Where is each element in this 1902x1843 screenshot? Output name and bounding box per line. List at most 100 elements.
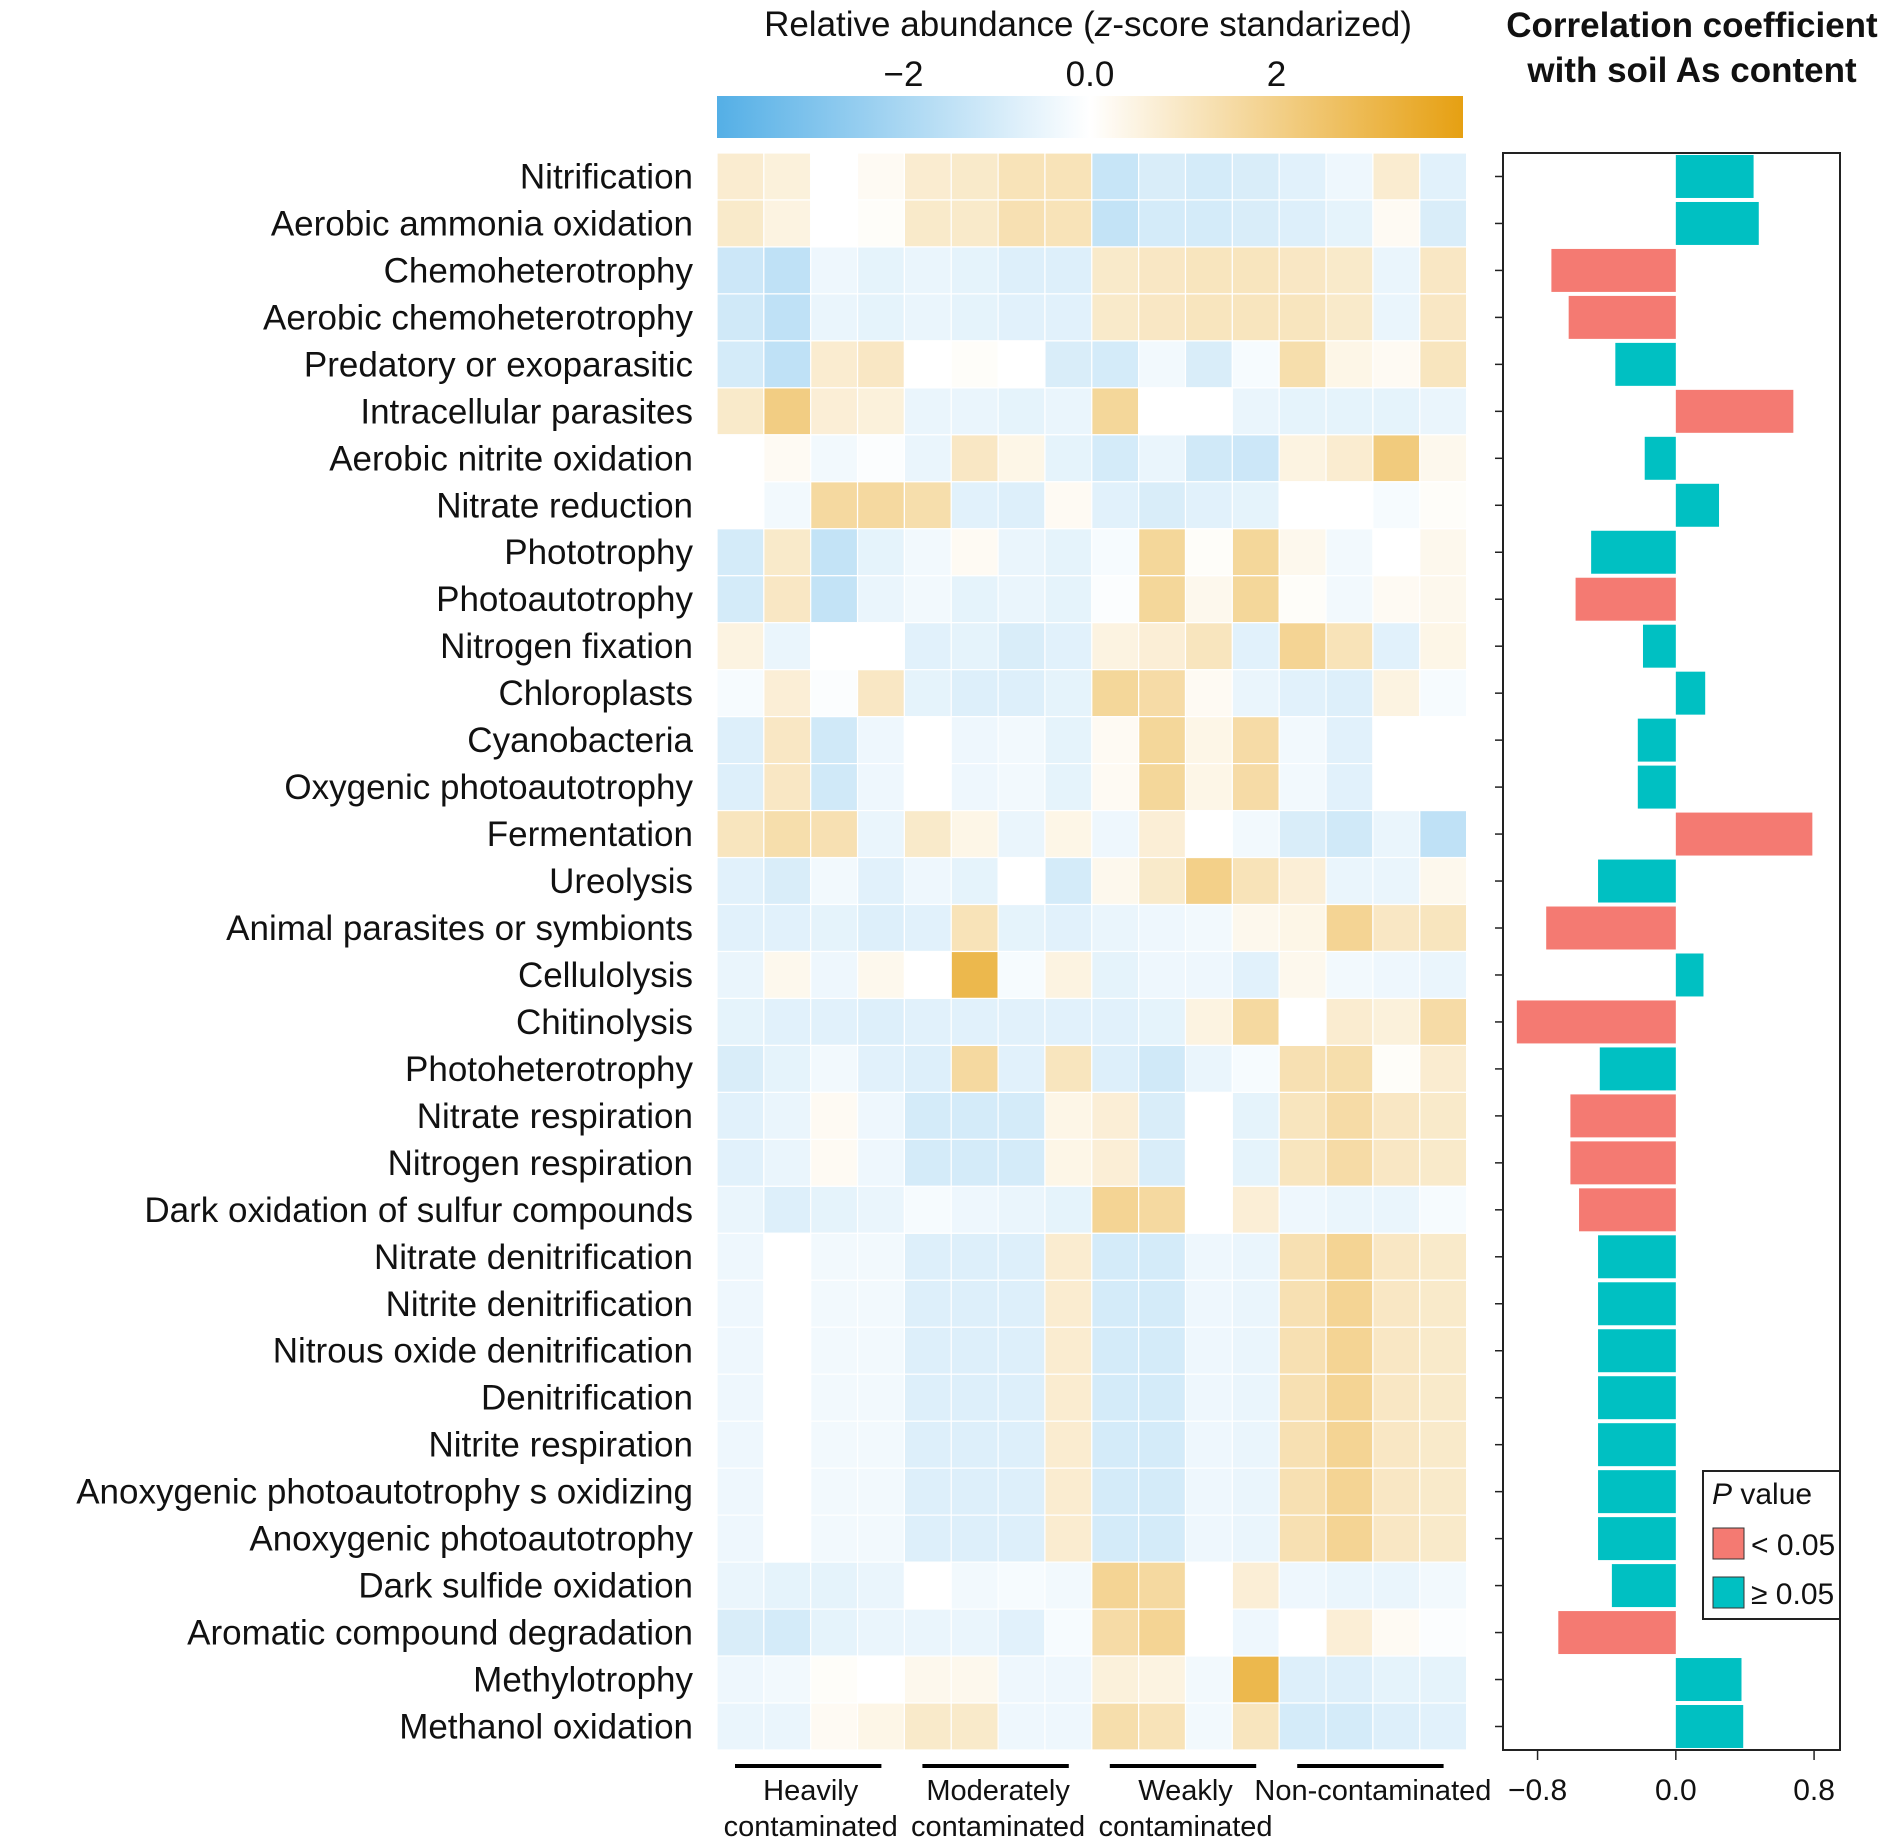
heatmap-cell <box>1138 763 1187 812</box>
heatmap-cell <box>950 340 999 389</box>
heatmap-cell <box>1372 903 1421 953</box>
heatmap-cell <box>903 1279 952 1328</box>
heatmap-cell <box>1278 856 1327 906</box>
heatmap-cell <box>1231 293 1280 342</box>
row-label: Nitrification <box>520 157 693 196</box>
heatmap-cell <box>1184 199 1233 248</box>
heatmap-cell <box>763 152 812 201</box>
heatmap-cell <box>903 1091 952 1140</box>
heatmap-cell <box>950 481 999 530</box>
heatmap-cell <box>856 199 905 248</box>
heatmap-cell <box>997 1185 1046 1234</box>
heatmap-cell <box>997 575 1046 624</box>
heatmap-cell <box>763 1326 812 1375</box>
heatmap-cell <box>1091 950 1140 1000</box>
correlation-bar <box>1675 155 1754 198</box>
group-label: contaminated <box>911 1811 1085 1843</box>
heatmap-cell <box>1419 1373 1468 1422</box>
heatmap-cell <box>1231 1702 1280 1751</box>
heatmap-cell <box>810 809 859 859</box>
heatmap-cell <box>1044 950 1093 1000</box>
heatmap-cell <box>1091 528 1140 577</box>
heatmap-cell <box>1231 1185 1280 1234</box>
correlation-bar <box>1637 718 1676 762</box>
heatmap-cell <box>1372 340 1421 389</box>
heatmap-cell <box>763 809 812 859</box>
heatmap-cell <box>1231 809 1280 859</box>
heatmap-cell <box>1419 152 1468 201</box>
heatmap-cell <box>1184 763 1233 812</box>
heatmap-cell <box>997 716 1046 765</box>
heatmap-cell <box>810 387 859 436</box>
correlation-bar <box>1598 1282 1676 1326</box>
heatmap-cell <box>1091 293 1140 342</box>
heatmap-cell <box>1325 340 1374 389</box>
heatmap-cell <box>1231 1420 1280 1469</box>
heatmap-cell <box>903 1702 952 1751</box>
heatmap-cell <box>1278 1326 1327 1375</box>
heatmap-cell <box>1138 1561 1187 1610</box>
heatmap-row-labels: Nitrification Aerobic ammonia oxidation Ch… <box>76 157 693 1746</box>
correlation-bar <box>1598 1235 1676 1279</box>
heatmap-cell <box>903 716 952 765</box>
heatmap-cell <box>1231 1467 1280 1516</box>
heatmap-cell <box>1325 1232 1374 1281</box>
heatmap-cell <box>1184 1091 1233 1140</box>
heatmap-cell <box>1325 434 1374 483</box>
correlation-y-ticks <box>1495 175 1503 1728</box>
heatmap-cell <box>950 1326 999 1375</box>
heatmap-cell <box>903 199 952 248</box>
heatmap-cell <box>1044 1702 1093 1751</box>
heatmap-cell <box>1091 903 1140 953</box>
heatmap-cell <box>716 1091 765 1140</box>
colorbar-ticks: −2 0.0 2 <box>884 55 1286 138</box>
heatmap-cell <box>1091 1091 1140 1140</box>
heatmap-cell <box>1091 575 1140 624</box>
heatmap-cell <box>1278 293 1327 342</box>
heatmap-cell <box>716 1373 765 1422</box>
heatmap-cell <box>810 622 859 671</box>
heatmap-cell <box>1231 387 1280 436</box>
heatmap-cell <box>1091 1326 1140 1375</box>
pvalue-legend-title: P value <box>1712 1478 1812 1511</box>
heatmap-cell <box>950 622 999 671</box>
heatmap-cell <box>810 1702 859 1751</box>
heatmap-cell <box>1419 809 1468 859</box>
heatmap-cell <box>810 1514 859 1563</box>
heatmap-cell <box>1372 575 1421 624</box>
heatmap-cell <box>1044 622 1093 671</box>
correlation-bar <box>1570 1141 1676 1185</box>
heatmap-cell <box>1138 246 1187 295</box>
heatmap-cell <box>1325 809 1374 859</box>
heatmap-cell <box>716 763 765 812</box>
correlation-bar <box>1599 1047 1676 1091</box>
heatmap-cell <box>997 1091 1046 1140</box>
heatmap-cell <box>1091 622 1140 671</box>
heatmap-cell <box>1419 528 1468 577</box>
heatmap-cell <box>950 716 999 765</box>
row-label: Fermentation <box>487 815 693 854</box>
heatmap-cell <box>1325 1608 1374 1657</box>
heatmap-cell <box>1091 763 1140 812</box>
heatmap-cell <box>950 1091 999 1140</box>
heatmap-cell <box>1419 1514 1468 1563</box>
heatmap-cell <box>1138 1608 1187 1657</box>
heatmap-cell <box>1325 293 1374 342</box>
heatmap-cell <box>810 1561 859 1610</box>
heatmap-cell <box>1419 1091 1468 1140</box>
heatmap-cell <box>997 1608 1046 1657</box>
heatmap-cell <box>1419 1420 1468 1469</box>
heatmap-cell <box>950 763 999 812</box>
heatmap-cell <box>763 1608 812 1657</box>
heatmap-cell <box>810 716 859 765</box>
heatmap-cell <box>1372 856 1421 906</box>
heatmap-cell <box>1278 1561 1327 1610</box>
heatmap-cell <box>903 950 952 1000</box>
heatmap-cell <box>1372 387 1421 436</box>
heatmap-cell <box>716 199 765 248</box>
heatmap-cell <box>763 528 812 577</box>
heatmap-cell <box>1231 997 1280 1047</box>
heatmap-cell <box>1091 1373 1140 1422</box>
heatmap-cell <box>1372 246 1421 295</box>
heatmap-cell <box>1278 1373 1327 1422</box>
